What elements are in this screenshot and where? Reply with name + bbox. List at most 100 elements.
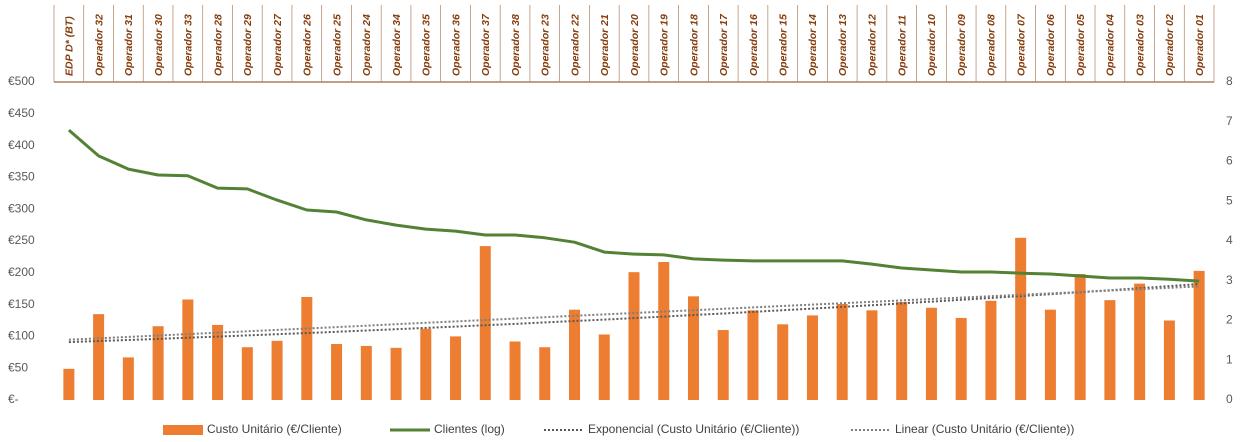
y-tick-label: €150 bbox=[8, 297, 35, 311]
y2-tick-label: 7 bbox=[1226, 114, 1233, 128]
x-tick-label: Operador 38 bbox=[510, 14, 522, 76]
bar bbox=[539, 347, 551, 400]
bar bbox=[301, 296, 313, 400]
x-tick-label: Operador 20 bbox=[629, 14, 641, 76]
bar bbox=[925, 307, 937, 400]
bar bbox=[1193, 270, 1205, 400]
legend-label: Linear (Custo Unitário (€/Cliente)) bbox=[895, 422, 1074, 436]
bar bbox=[569, 309, 581, 400]
bar bbox=[182, 299, 194, 400]
x-tick-label: Operador 28 bbox=[212, 14, 224, 76]
x-tick-label: Operador 10 bbox=[926, 14, 938, 76]
bar bbox=[360, 345, 372, 400]
x-tick-label: Operador 25 bbox=[331, 14, 343, 76]
bar bbox=[390, 347, 402, 400]
x-tick-label: Operador 03 bbox=[1134, 14, 1146, 76]
x-tick-label: Operador 09 bbox=[956, 14, 968, 76]
x-tick-label: Operador 29 bbox=[242, 14, 254, 76]
x-tick-label: Operador 18 bbox=[688, 14, 700, 76]
x-tick-label: Operador 19 bbox=[659, 14, 671, 76]
legend-label: Custo Unitário (€/Cliente) bbox=[207, 422, 342, 436]
y2-tick-label: 6 bbox=[1226, 154, 1233, 168]
y-tick-label: €250 bbox=[8, 233, 35, 247]
bar bbox=[747, 310, 759, 400]
y-tick-label: €400 bbox=[8, 138, 35, 152]
bar bbox=[241, 347, 253, 400]
y-tick-label: €300 bbox=[8, 201, 35, 215]
y2-tick-label: 1 bbox=[1226, 352, 1233, 366]
x-tick-label: EDP D* (BT) bbox=[64, 16, 76, 76]
bar bbox=[628, 272, 640, 400]
x-tick-label: Operador 14 bbox=[807, 14, 819, 76]
x-tick-label: Operador 37 bbox=[480, 13, 492, 76]
bar bbox=[122, 357, 134, 400]
y2-tick-label: 8 bbox=[1226, 74, 1233, 88]
bar bbox=[836, 303, 848, 400]
bar bbox=[598, 334, 610, 400]
x-tick-label: Operador 31 bbox=[123, 14, 135, 76]
bar bbox=[866, 310, 878, 400]
x-tick-label: Operador 12 bbox=[867, 14, 879, 76]
bar bbox=[1163, 320, 1175, 400]
bar bbox=[271, 340, 283, 400]
y2-tick-label: 3 bbox=[1226, 273, 1233, 287]
bar bbox=[509, 341, 521, 400]
bar bbox=[777, 324, 789, 400]
bar bbox=[896, 302, 908, 400]
bar bbox=[212, 324, 224, 400]
y2-tick-label: 0 bbox=[1226, 392, 1233, 406]
x-tick-label: Operador 15 bbox=[777, 14, 789, 76]
x-tick-label: Operador 04 bbox=[1105, 14, 1117, 76]
bar bbox=[63, 368, 75, 400]
x-tick-label: Operador 22 bbox=[569, 14, 581, 76]
bar bbox=[687, 296, 699, 400]
bar bbox=[93, 314, 105, 400]
y-tick-label: €350 bbox=[8, 170, 35, 184]
bar bbox=[1134, 283, 1146, 400]
bar bbox=[1104, 300, 1116, 400]
legend-swatch bbox=[163, 425, 203, 435]
y-tick-label: €50 bbox=[8, 360, 28, 374]
bar bbox=[1074, 274, 1086, 400]
x-tick-label: Operador 34 bbox=[391, 14, 403, 76]
bar bbox=[331, 344, 343, 400]
y2-tick-label: 5 bbox=[1226, 193, 1233, 207]
x-tick-label: Operador 35 bbox=[421, 14, 433, 76]
x-tick-label: Operador 16 bbox=[748, 14, 760, 76]
y-tick-label: €450 bbox=[8, 106, 35, 120]
x-tick-label: Operador 08 bbox=[986, 14, 998, 76]
bar bbox=[1015, 237, 1027, 400]
y-tick-label: €200 bbox=[8, 265, 35, 279]
legend-label: Clientes (log) bbox=[434, 422, 505, 436]
bar bbox=[1044, 309, 1056, 400]
x-tick-label: Operador 33 bbox=[183, 14, 195, 76]
bar bbox=[420, 328, 432, 400]
trendline bbox=[68, 283, 1200, 344]
legend-label: Exponencial (Custo Unitário (€/Cliente)) bbox=[588, 422, 799, 436]
bar bbox=[806, 315, 818, 400]
y-tick-label: €500 bbox=[8, 74, 35, 88]
x-tick-label: Operador 05 bbox=[1075, 14, 1087, 76]
y-tick-label: €- bbox=[8, 392, 19, 406]
x-tick-label: Operador 01 bbox=[1194, 14, 1206, 76]
x-tick-label: Operador 23 bbox=[540, 14, 552, 76]
bar bbox=[479, 246, 491, 400]
line bbox=[67, 128, 1200, 283]
y-tick-label: €100 bbox=[8, 329, 35, 343]
x-tick-label: Operador 13 bbox=[837, 14, 849, 76]
bar bbox=[152, 326, 164, 400]
bar bbox=[985, 300, 997, 400]
y2-tick-label: 2 bbox=[1226, 313, 1233, 327]
x-tick-label: Operador 30 bbox=[153, 14, 165, 76]
x-tick-label: Operador 07 bbox=[1015, 13, 1027, 76]
bar bbox=[658, 261, 670, 400]
x-tick-label: Operador 06 bbox=[1045, 14, 1057, 76]
x-tick-label: Operador 17 bbox=[718, 13, 730, 76]
bar bbox=[450, 336, 462, 400]
bar bbox=[955, 317, 967, 400]
x-tick-label: Operador 36 bbox=[450, 14, 462, 76]
x-tick-label: Operador 11 bbox=[896, 15, 908, 76]
x-tick-label: Operador 27 bbox=[272, 13, 284, 76]
x-tick-label: Operador 32 bbox=[93, 14, 105, 76]
